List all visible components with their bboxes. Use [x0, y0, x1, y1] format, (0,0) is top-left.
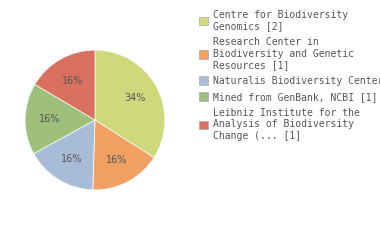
Wedge shape [95, 50, 165, 157]
Legend: Centre for Biodiversity
Genomics [2], Research Center in
Biodiversity and Geneti: Centre for Biodiversity Genomics [2], Re… [199, 10, 380, 141]
Text: 16%: 16% [62, 76, 83, 85]
Wedge shape [34, 120, 95, 190]
Text: 16%: 16% [39, 114, 60, 124]
Wedge shape [93, 120, 154, 190]
Text: 16%: 16% [60, 154, 82, 164]
Text: 34%: 34% [124, 93, 146, 103]
Text: 16%: 16% [106, 155, 127, 165]
Wedge shape [25, 84, 95, 154]
Wedge shape [35, 50, 95, 120]
